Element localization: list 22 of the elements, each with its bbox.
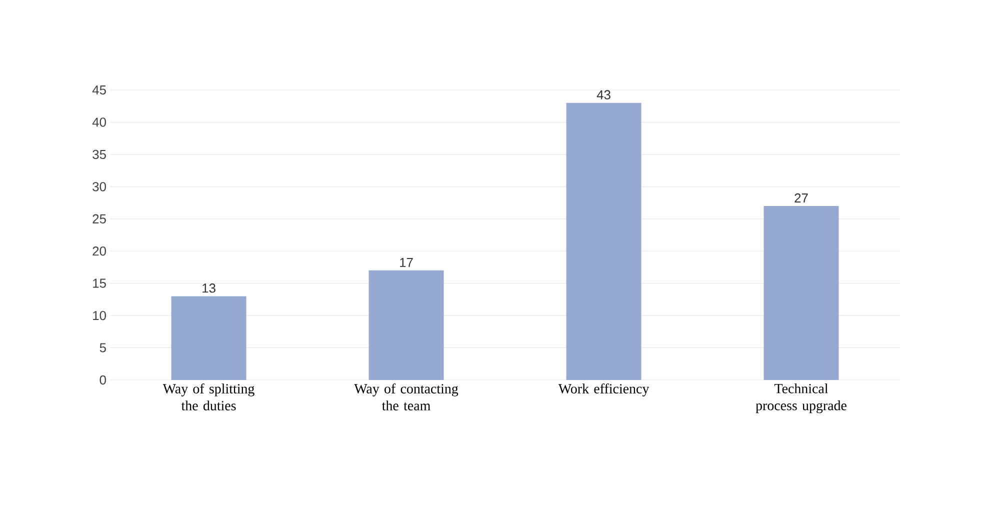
bar	[368, 270, 444, 380]
x-tick-label: Technical process upgrade	[756, 383, 846, 414]
data-label: 17	[400, 258, 413, 267]
y-tick-label: 15	[93, 278, 106, 288]
bar	[566, 102, 642, 380]
y-tick-label: 40	[92, 118, 106, 127]
y-tick-label: 20	[92, 246, 106, 256]
y-tick-label: 5	[100, 343, 106, 352]
data-label: 43	[596, 90, 610, 100]
x-tick-label: Way of contacting the team	[354, 384, 458, 410]
data-label: 27	[794, 193, 808, 202]
bar	[764, 206, 839, 380]
y-tick-label: 45	[92, 85, 106, 95]
y-tick-label: 25	[92, 214, 106, 224]
y-tick-label: 35	[92, 150, 106, 160]
data-label: 13	[202, 284, 216, 293]
y-tick-label: 10	[93, 310, 106, 320]
bar	[171, 296, 246, 380]
y-tick-label: 30	[92, 182, 106, 192]
x-tick-label: Work efficiency	[558, 384, 650, 396]
x-tick-label: Way of splitting the duties	[162, 384, 254, 410]
y-tick-label: 0	[100, 375, 106, 385]
